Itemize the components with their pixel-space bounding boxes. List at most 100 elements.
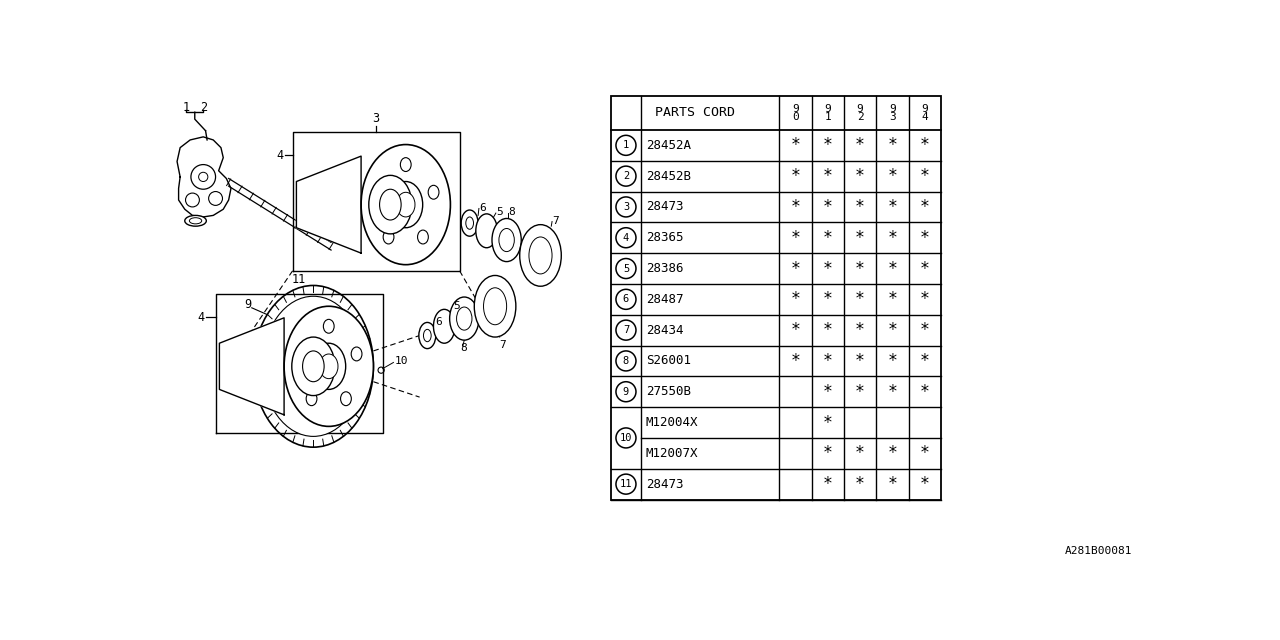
Text: *: *: [887, 444, 897, 462]
Text: 6: 6: [479, 203, 485, 212]
Ellipse shape: [520, 225, 562, 286]
Text: *: *: [790, 291, 800, 308]
Ellipse shape: [461, 210, 479, 236]
Text: *: *: [855, 198, 865, 216]
Ellipse shape: [292, 337, 335, 396]
Text: *: *: [920, 444, 929, 462]
Text: *: *: [790, 136, 800, 154]
Text: 9
2: 9 2: [856, 104, 864, 122]
Ellipse shape: [324, 319, 334, 333]
Ellipse shape: [351, 347, 362, 361]
Text: *: *: [887, 167, 897, 185]
Ellipse shape: [434, 309, 454, 343]
Ellipse shape: [484, 288, 507, 324]
Text: 28386: 28386: [646, 262, 684, 275]
Text: *: *: [920, 228, 929, 247]
Text: *: *: [823, 136, 833, 154]
Text: 7: 7: [552, 216, 559, 226]
Text: 4: 4: [197, 310, 205, 324]
Text: *: *: [790, 198, 800, 216]
Text: *: *: [855, 321, 865, 339]
Text: *: *: [920, 260, 929, 278]
Text: M12004X: M12004X: [646, 416, 699, 429]
Ellipse shape: [302, 351, 324, 381]
Text: 28452B: 28452B: [646, 170, 691, 182]
Text: *: *: [790, 321, 800, 339]
Ellipse shape: [492, 218, 521, 262]
Text: 9
0: 9 0: [792, 104, 799, 122]
Text: 28452A: 28452A: [646, 139, 691, 152]
Text: *: *: [887, 383, 897, 401]
Text: *: *: [823, 167, 833, 185]
Ellipse shape: [389, 182, 422, 228]
Text: 4: 4: [623, 233, 628, 243]
Ellipse shape: [262, 296, 365, 436]
Text: *: *: [920, 167, 929, 185]
Text: 28365: 28365: [646, 231, 684, 244]
Text: 9
1: 9 1: [824, 104, 831, 122]
Ellipse shape: [417, 230, 429, 244]
Ellipse shape: [253, 285, 374, 447]
Text: *: *: [855, 444, 865, 462]
Ellipse shape: [306, 392, 317, 406]
Text: *: *: [823, 413, 833, 431]
Text: 28487: 28487: [646, 293, 684, 306]
Text: *: *: [920, 383, 929, 401]
Text: 8: 8: [508, 207, 515, 216]
Text: *: *: [855, 475, 865, 493]
Text: 5: 5: [623, 264, 628, 273]
Text: *: *: [855, 291, 865, 308]
Text: *: *: [790, 167, 800, 185]
Ellipse shape: [361, 145, 451, 265]
Text: *: *: [920, 291, 929, 308]
Ellipse shape: [320, 354, 338, 379]
Text: 5: 5: [453, 301, 461, 311]
Text: 5: 5: [495, 207, 503, 218]
Ellipse shape: [369, 175, 412, 234]
Text: *: *: [855, 167, 865, 185]
Text: 4: 4: [276, 149, 283, 162]
Text: *: *: [887, 228, 897, 247]
Ellipse shape: [457, 307, 472, 330]
Ellipse shape: [184, 216, 206, 226]
Text: *: *: [920, 352, 929, 370]
Text: 11: 11: [620, 479, 632, 489]
Text: *: *: [920, 198, 929, 216]
Text: A281B00081: A281B00081: [1065, 546, 1132, 556]
Ellipse shape: [296, 347, 306, 361]
Text: *: *: [855, 260, 865, 278]
Ellipse shape: [499, 228, 515, 252]
Text: *: *: [887, 321, 897, 339]
Text: 8: 8: [623, 356, 628, 366]
Text: *: *: [855, 228, 865, 247]
Text: *: *: [887, 198, 897, 216]
Ellipse shape: [397, 192, 415, 217]
Text: *: *: [823, 260, 833, 278]
Text: *: *: [823, 352, 833, 370]
Text: 7: 7: [623, 325, 628, 335]
Text: *: *: [855, 136, 865, 154]
Text: 9
4: 9 4: [922, 104, 928, 122]
Text: *: *: [823, 383, 833, 401]
Text: 2: 2: [200, 101, 207, 114]
Text: 1: 1: [623, 140, 628, 150]
Text: 6: 6: [623, 294, 628, 305]
Ellipse shape: [419, 323, 435, 349]
Text: *: *: [823, 228, 833, 247]
Ellipse shape: [383, 230, 394, 244]
Ellipse shape: [340, 392, 351, 406]
Text: PARTS CORD: PARTS CORD: [655, 106, 735, 120]
Text: *: *: [887, 475, 897, 493]
Text: 9: 9: [244, 298, 251, 311]
Ellipse shape: [449, 297, 479, 340]
Text: *: *: [855, 352, 865, 370]
Text: 28473: 28473: [646, 200, 684, 213]
Text: 27550B: 27550B: [646, 385, 691, 398]
Ellipse shape: [476, 214, 498, 248]
Text: S26001: S26001: [646, 355, 691, 367]
Text: 8: 8: [461, 343, 467, 353]
Text: *: *: [823, 475, 833, 493]
Ellipse shape: [380, 189, 401, 220]
Text: *: *: [887, 260, 897, 278]
Ellipse shape: [429, 186, 439, 199]
